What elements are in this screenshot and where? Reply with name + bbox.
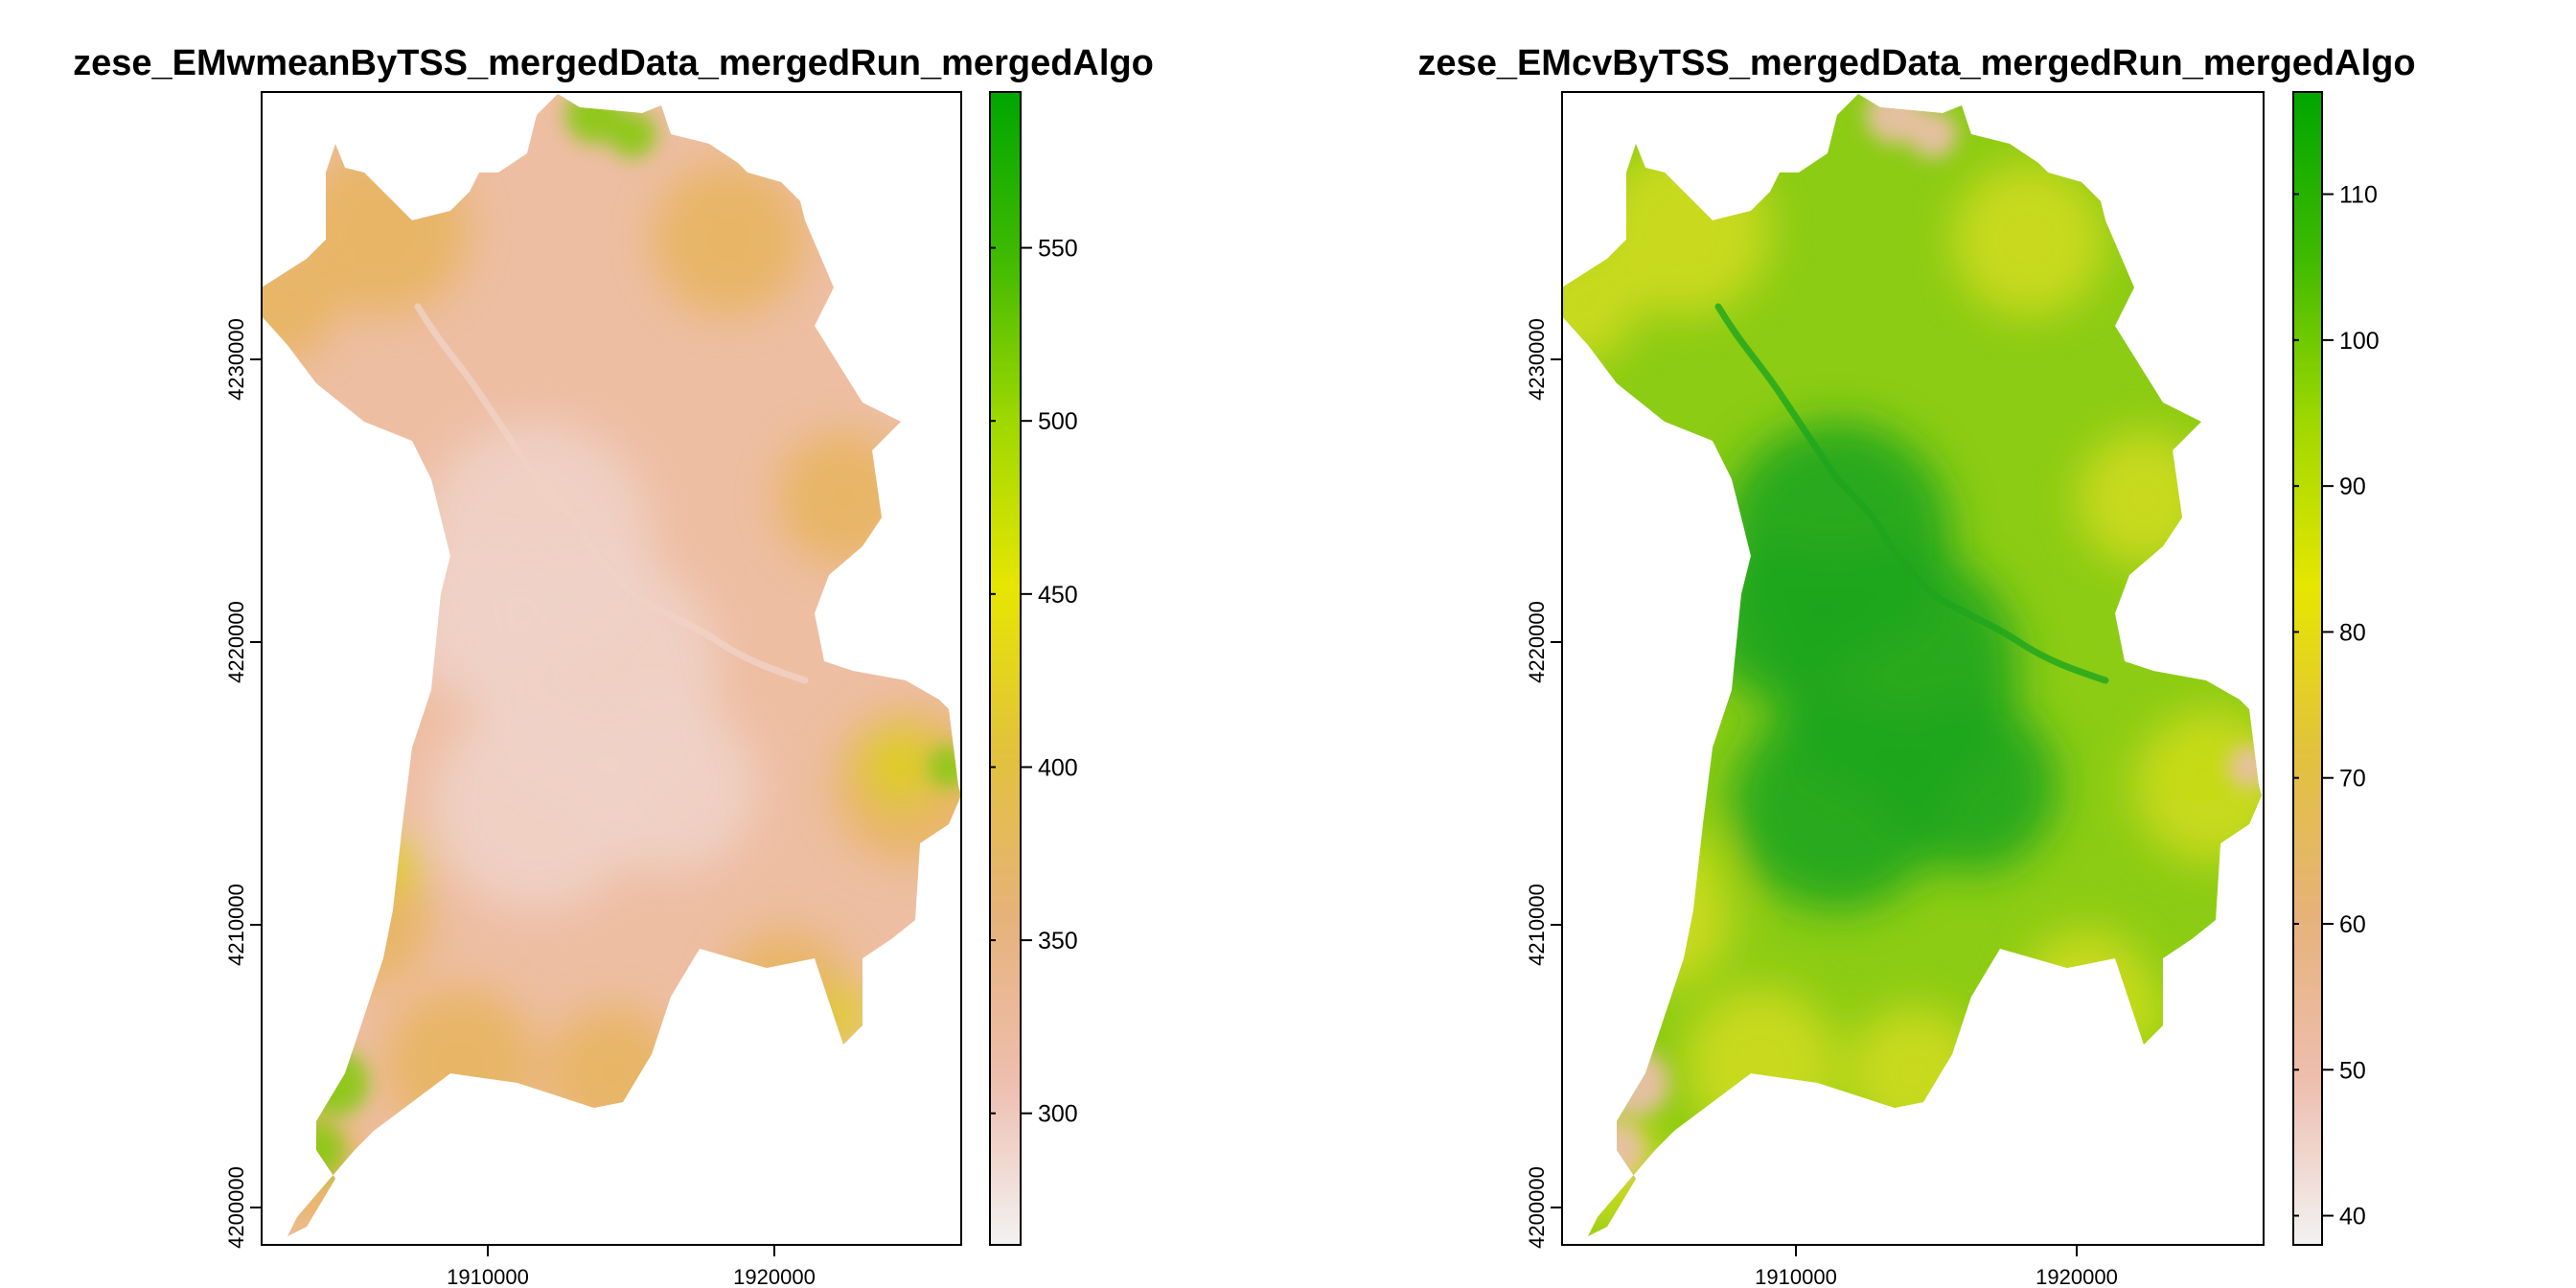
- raster-blob: [1588, 1121, 1645, 1179]
- raster-blob: [302, 1049, 369, 1116]
- river-2: [1714, 303, 2109, 684]
- raster-blob: [585, 700, 757, 872]
- legend-tick-label: 110: [2339, 182, 2378, 209]
- raster-blob: [1885, 700, 2058, 872]
- raster-blob: [262, 1112, 364, 1227]
- legend-tick-label: 90: [2339, 473, 2366, 500]
- legend-tick-label: 350: [1038, 928, 1078, 954]
- raster-blob: [402, 546, 556, 700]
- y-tick-label: 4200000: [1525, 1166, 1549, 1249]
- legend-tick-label: 300: [1038, 1101, 1078, 1128]
- x-tick-label: 1920000: [733, 1265, 816, 1288]
- panel-2-title: zese_EMcvByTSS_mergedData_mergedRun_merg…: [1417, 43, 2415, 83]
- raster-blob: [1684, 987, 1837, 1140]
- raster-blob: [609, 110, 656, 158]
- raster-blob: [2115, 987, 2173, 1045]
- legend-colorbar-2: [2292, 91, 2323, 1246]
- legend-tick-label: 400: [1038, 754, 1078, 781]
- map-panel-2: zese_EMcvByTSS_mergedData_mergedRun_merg…: [1417, 43, 2415, 1288]
- raster-blob: [262, 249, 335, 364]
- raster-blob: [1732, 700, 1943, 910]
- raster-blob: [862, 728, 939, 805]
- raster-blob: [1665, 834, 1722, 891]
- raster-blob: [2163, 728, 2240, 805]
- y-axis-1: 4200000 4210000 4220000 4230000: [224, 318, 262, 1249]
- legend-tick-label: 50: [2339, 1057, 2366, 1084]
- raster-blob: [1952, 163, 2105, 316]
- x-tick-label: 1920000: [2036, 1265, 2118, 1288]
- raster-map-2: [1562, 94, 2262, 1236]
- y-tick-label: 4220000: [224, 601, 248, 683]
- plot-frame-1: [261, 91, 962, 1246]
- x-axis-2: 1910000 1920000: [1755, 1245, 2118, 1288]
- raster-blob: [1602, 1049, 1669, 1116]
- raster-blob: [1703, 546, 1856, 700]
- legend-tick-label: 40: [2339, 1204, 2366, 1230]
- x-tick-label: 1910000: [447, 1265, 529, 1288]
- raster-blob: [1847, 1006, 1981, 1140]
- y-tick-label: 4210000: [224, 884, 248, 966]
- legend-colorbar-1: [989, 91, 1022, 1246]
- y-tick-label: 4210000: [1525, 884, 1549, 966]
- plot-frame-2: [1561, 91, 2265, 1246]
- raster-blob: [364, 834, 422, 891]
- raster-blob: [928, 746, 961, 788]
- map-panel-1: zese_EMwmeanByTSS_mergedData_mergedRun_m…: [73, 43, 1154, 1288]
- y-tick-label: 4230000: [224, 318, 248, 401]
- y-tick-label: 4230000: [1525, 318, 1549, 401]
- raster-blob: [431, 700, 642, 910]
- legend-tick-label: 550: [1038, 236, 1078, 263]
- x-axis-1: 1910000 1920000: [447, 1245, 816, 1288]
- legend-tick-label: 60: [2339, 911, 2366, 938]
- raster-blob: [1909, 110, 1957, 158]
- raster-blob: [288, 1121, 345, 1179]
- y-tick-label: 4200000: [224, 1166, 248, 1249]
- raster-blob: [1562, 249, 1636, 364]
- raster-blob: [1562, 1112, 1665, 1227]
- raster-blob: [776, 431, 910, 565]
- y-tick-label: 4220000: [1525, 601, 1549, 683]
- y-axis-2: 4200000 4210000 4220000 4230000: [1525, 318, 1562, 1249]
- river-1: [414, 303, 809, 684]
- legend-tick-label: 500: [1038, 408, 1078, 435]
- legend-tick-label: 100: [2339, 328, 2380, 355]
- raster-blob: [2077, 431, 2211, 565]
- panel-1-title: zese_EMwmeanByTSS_mergedData_mergedRun_m…: [73, 43, 1154, 83]
- legend-tick-label: 70: [2339, 766, 2366, 793]
- x-tick-label: 1910000: [1755, 1265, 1837, 1288]
- legend-tick-label: 80: [2339, 619, 2366, 646]
- raster-blob: [383, 987, 537, 1140]
- raster-blob: [652, 163, 805, 316]
- color-legend-1: 300 350 400 450 500 550: [989, 91, 1078, 1246]
- raster-blob: [546, 1006, 680, 1140]
- legend-tick-label: 450: [1038, 582, 1078, 609]
- color-legend-2: 40 50 60 70 80 90 100 110: [2292, 91, 2380, 1246]
- raster-blob: [815, 987, 872, 1045]
- raster-map-1: [262, 94, 961, 1236]
